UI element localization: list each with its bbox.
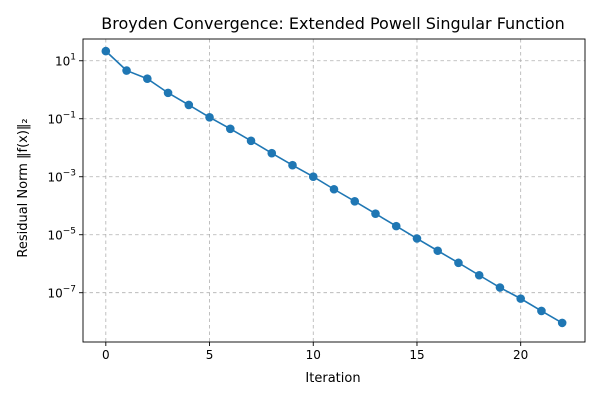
x-tick-label: 20 bbox=[513, 348, 528, 362]
grid-lines bbox=[83, 39, 585, 342]
data-point bbox=[557, 318, 567, 328]
data-point bbox=[143, 74, 152, 84]
y-tick-label: 101 bbox=[55, 53, 76, 69]
x-tick-label: 15 bbox=[409, 348, 424, 362]
data-point bbox=[101, 46, 111, 56]
data-point bbox=[454, 258, 463, 268]
y-tick-label: 10−5 bbox=[47, 227, 76, 243]
data-point bbox=[163, 88, 173, 98]
data-point bbox=[122, 66, 131, 75]
data-point bbox=[308, 172, 318, 182]
data-point bbox=[267, 148, 277, 158]
data-point bbox=[412, 234, 422, 243]
data-point bbox=[225, 124, 235, 134]
axes-frame bbox=[82, 38, 586, 343]
chart-title: Broyden Convergence: Extended Powell Sin… bbox=[101, 14, 565, 33]
data-point bbox=[495, 283, 505, 292]
x-tick-label: 10 bbox=[306, 348, 321, 362]
data-point bbox=[205, 113, 214, 122]
data-point bbox=[516, 294, 525, 303]
data-point bbox=[537, 306, 546, 316]
axis-ticks: 0 5 10 15 20 101 10−1 10−3 10−5 10−7 bbox=[47, 53, 528, 362]
data-point bbox=[371, 209, 380, 219]
data-point bbox=[184, 100, 194, 110]
y-axis-label: Residual Norm ‖f(x)‖₂ bbox=[16, 118, 31, 257]
x-tick-label: 5 bbox=[206, 348, 214, 362]
data-point bbox=[433, 246, 443, 256]
y-tick-label: 10−7 bbox=[47, 285, 76, 301]
y-tick-label: 10−3 bbox=[47, 169, 76, 185]
data-point bbox=[288, 160, 297, 170]
data-series bbox=[101, 46, 567, 328]
data-point bbox=[391, 221, 401, 231]
data-point bbox=[474, 270, 484, 280]
data-point bbox=[329, 184, 339, 194]
x-axis-label: Iteration bbox=[305, 371, 360, 386]
x-tick-label: 0 bbox=[102, 348, 110, 362]
y-tick-label: 10−1 bbox=[47, 111, 76, 127]
data-point bbox=[350, 197, 360, 206]
data-point bbox=[246, 136, 256, 146]
plot-frame bbox=[82, 38, 586, 343]
